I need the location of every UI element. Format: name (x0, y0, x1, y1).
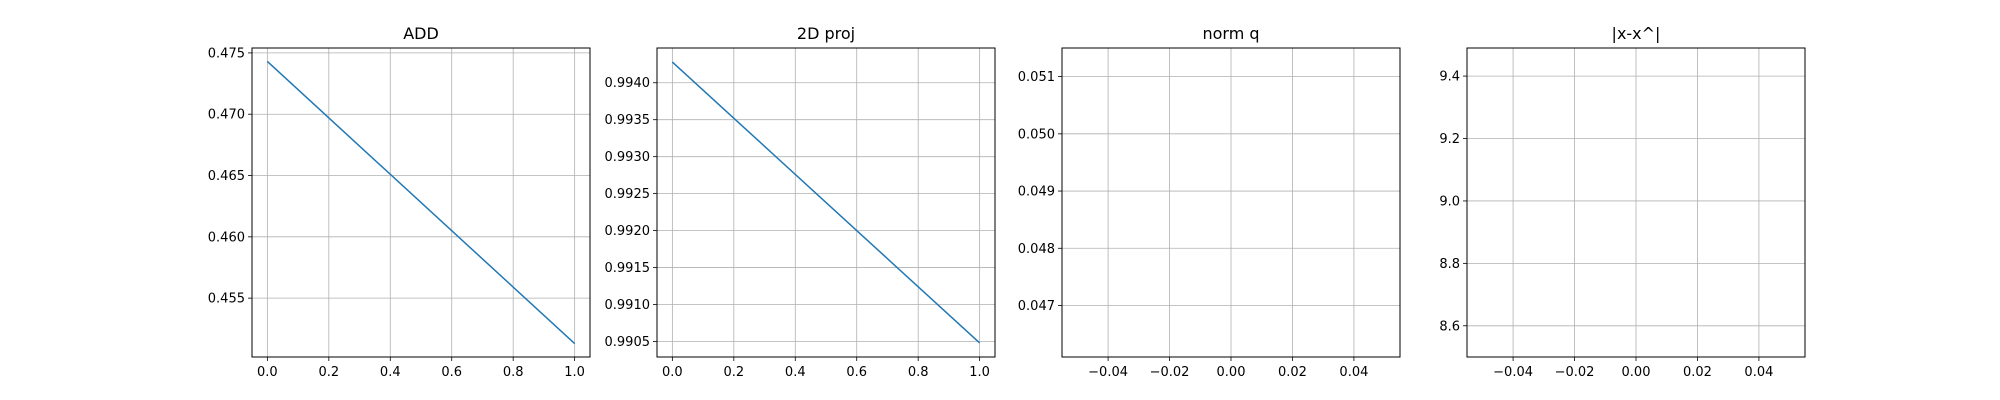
subplot-title: ADD (403, 24, 439, 43)
y-tick-label: 8.8 (1439, 257, 1460, 272)
x-tick-label: 0.4 (785, 365, 806, 380)
y-tick-label: 0.047 (1018, 299, 1055, 314)
y-tick-label: 0.9925 (605, 187, 651, 202)
subplot-title: |x-x^| (1612, 24, 1661, 43)
y-tick-label: 0.9935 (605, 113, 651, 128)
x-tick-label: 0.6 (441, 365, 462, 380)
y-tick-label: 9.4 (1439, 70, 1460, 85)
y-tick-label: 0.9910 (605, 298, 651, 313)
x-tick-label: −0.02 (1150, 365, 1190, 380)
y-tick-label: 9.2 (1439, 132, 1460, 147)
x-tick-label: 0.04 (1744, 365, 1773, 380)
x-tick-label: 0.02 (1683, 365, 1712, 380)
subplot-title: 2D proj (797, 24, 855, 43)
x-tick-label: 0.04 (1339, 365, 1368, 380)
y-tick-label: 0.050 (1018, 127, 1055, 142)
subplot-title: norm q (1202, 24, 1259, 43)
y-tick-label: 0.470 (208, 108, 245, 123)
x-tick-label: 0.2 (723, 365, 744, 380)
y-tick-label: 0.475 (208, 46, 245, 61)
series-line-1 (266, 60, 576, 345)
x-tick-label: −0.02 (1555, 365, 1595, 380)
subplot-4: −0.04 −0.02 0.00 0.02 0.04 8.6 8.8 9.0 9.2 9.4 |x-… (1439, 24, 1806, 380)
y-tick-label: 0.9920 (605, 224, 651, 239)
y-tick-label: 0.465 (208, 169, 245, 184)
y-tick-label: 0.9940 (605, 76, 651, 91)
x-tick-label: 0.00 (1217, 365, 1246, 380)
subplot-1: 0.0 0.2 0.4 0.6 0.8 1.0 0.455 0.460 0.465 0.470 0.… (208, 24, 591, 380)
x-tick-label: 0.00 (1622, 365, 1651, 380)
x-tick-label: 0.6 (846, 365, 867, 380)
axes-frame (656, 47, 996, 358)
x-tick-label: −0.04 (1493, 365, 1533, 380)
x-tick-label: −0.04 (1088, 365, 1128, 380)
y-tick-label: 9.0 (1439, 194, 1460, 209)
x-tick-label: 1.0 (564, 365, 585, 380)
series-line-1 (671, 61, 981, 344)
y-tick-label: 0.048 (1018, 242, 1055, 257)
x-tick-label: 0.02 (1278, 365, 1307, 380)
y-tick-label: 0.9915 (605, 261, 651, 276)
x-tick-label: 1.0 (969, 365, 990, 380)
y-tick-label: 8.6 (1439, 319, 1460, 334)
y-tick-label: 0.049 (1018, 185, 1055, 200)
axes-frame (251, 47, 591, 358)
x-tick-label: 0.8 (503, 365, 524, 380)
y-tick-label: 0.460 (208, 230, 245, 245)
y-tick-label: 0.051 (1018, 70, 1055, 85)
x-tick-label: 0.2 (318, 365, 339, 380)
x-tick-label: 0.0 (257, 365, 278, 380)
subplot-2: 0.0 0.2 0.4 0.6 0.8 1.0 0.9905 0.9910 0.9915 0.99… (605, 24, 996, 380)
y-tick-label: 0.455 (208, 292, 245, 307)
y-tick-label: 0.9905 (605, 335, 651, 350)
x-tick-label: 0.0 (662, 365, 683, 380)
x-tick-label: 0.4 (380, 365, 401, 380)
y-tick-label: 0.9930 (605, 150, 651, 165)
subplot-3: −0.04 −0.02 0.00 0.02 0.04 0.047 0.048 0.049 0.0… (1018, 24, 1401, 380)
x-tick-label: 0.8 (908, 365, 929, 380)
